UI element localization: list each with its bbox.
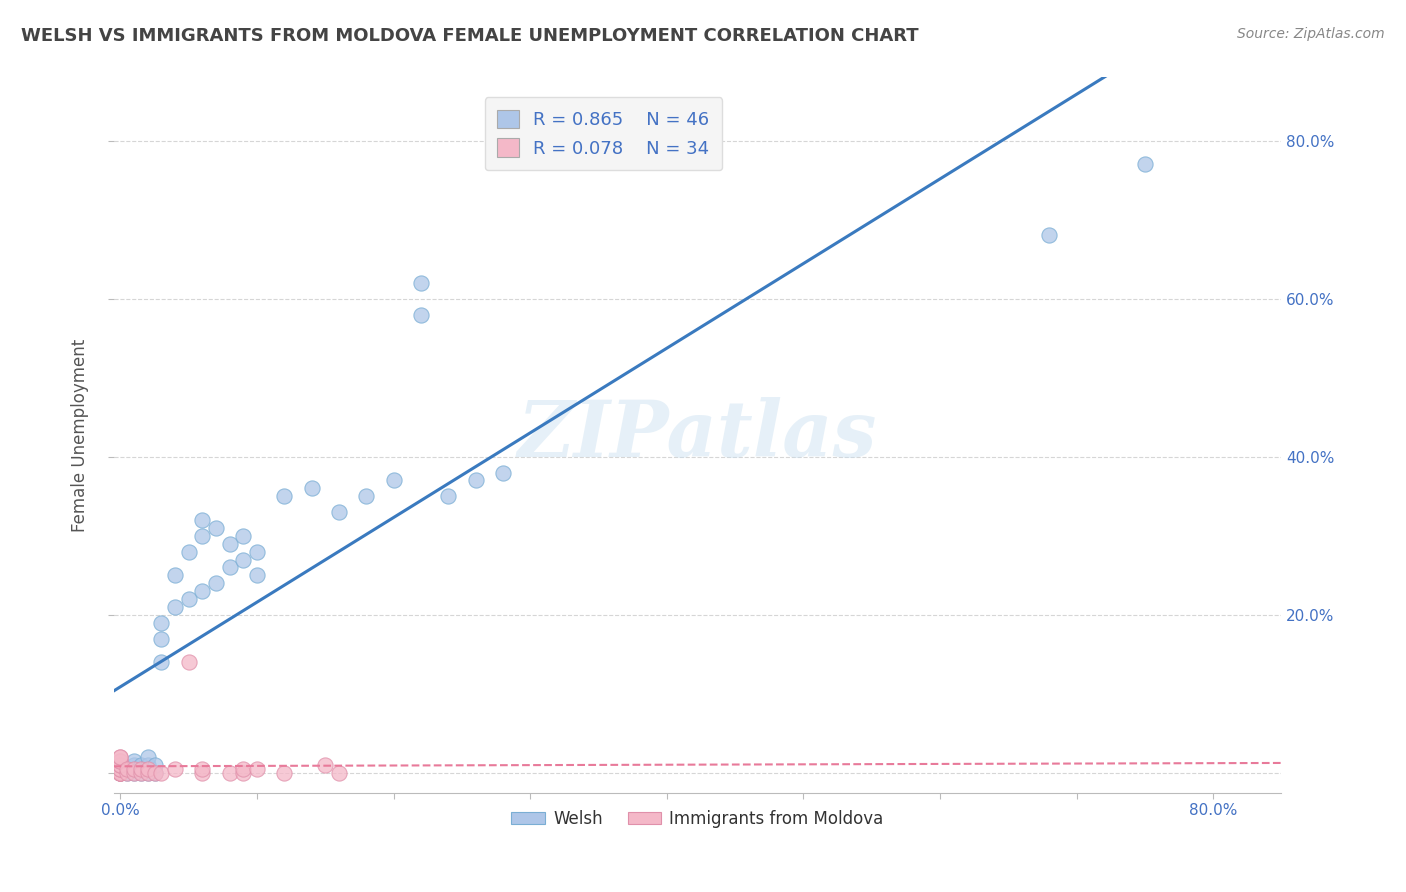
Point [122, 754, 145, 768]
Text: WELSH VS IMMIGRANTS FROM MOLDOVA FEMALE UNEMPLOYMENT CORRELATION CHART: WELSH VS IMMIGRANTS FROM MOLDOVA FEMALE … [21, 27, 918, 45]
Point [163, 568, 186, 582]
Point [110, 750, 132, 764]
Legend: Welsh, Immigrants from Moldova: Welsh, Immigrants from Moldova [505, 803, 890, 834]
Point [437, 489, 460, 503]
Point [122, 758, 145, 772]
Point [150, 655, 173, 669]
Point [122, 762, 145, 776]
Text: Source: ZipAtlas.com: Source: ZipAtlas.com [1237, 27, 1385, 41]
Point [110, 765, 132, 780]
Point [129, 765, 152, 780]
Point [122, 765, 145, 780]
Point [136, 762, 159, 776]
Point [273, 765, 295, 780]
Point [246, 568, 269, 582]
Point [273, 489, 295, 503]
Point [382, 474, 405, 488]
Point [232, 765, 254, 780]
Point [218, 537, 240, 551]
Point [163, 762, 186, 776]
Point [115, 765, 138, 780]
Point [110, 750, 132, 764]
Point [246, 544, 269, 558]
Point [409, 276, 432, 290]
Point [129, 758, 152, 772]
Point [301, 482, 323, 496]
Point [191, 762, 214, 776]
Point [232, 762, 254, 776]
Point [191, 513, 214, 527]
Point [110, 754, 132, 768]
Point [110, 765, 132, 780]
Y-axis label: Female Unemployment: Female Unemployment [72, 338, 89, 532]
Point [115, 765, 138, 780]
Point [143, 758, 166, 772]
Point [177, 544, 200, 558]
Point [110, 762, 132, 776]
Point [218, 560, 240, 574]
Point [232, 552, 254, 566]
Point [110, 762, 132, 776]
Point [110, 765, 132, 780]
Point [129, 765, 152, 780]
Point [150, 615, 173, 630]
Point [110, 762, 132, 776]
Point [205, 576, 228, 591]
Point [205, 521, 228, 535]
Point [110, 765, 132, 780]
Point [136, 750, 159, 764]
Point [150, 632, 173, 646]
Point [115, 762, 138, 776]
Point [136, 765, 159, 780]
Point [1038, 228, 1060, 243]
Point [110, 758, 132, 772]
Point [163, 599, 186, 614]
Point [110, 754, 132, 768]
Point [122, 762, 145, 776]
Point [328, 765, 350, 780]
Point [354, 489, 377, 503]
Point [314, 758, 336, 772]
Point [328, 505, 350, 519]
Point [115, 762, 138, 776]
Point [232, 529, 254, 543]
Point [177, 655, 200, 669]
Point [246, 762, 269, 776]
Point [1133, 157, 1156, 171]
Point [218, 765, 240, 780]
Point [143, 765, 166, 780]
Point [110, 765, 132, 780]
Point [110, 765, 132, 780]
Point [150, 765, 173, 780]
Point [409, 308, 432, 322]
Point [110, 758, 132, 772]
Point [464, 474, 486, 488]
Point [143, 765, 166, 780]
Point [191, 765, 214, 780]
Point [492, 466, 515, 480]
Text: ZIPatlas: ZIPatlas [517, 397, 877, 474]
Point [177, 592, 200, 607]
Point [110, 758, 132, 772]
Point [136, 765, 159, 780]
Point [122, 765, 145, 780]
Point [191, 529, 214, 543]
Point [136, 758, 159, 772]
Point [191, 584, 214, 599]
Point [129, 762, 152, 776]
